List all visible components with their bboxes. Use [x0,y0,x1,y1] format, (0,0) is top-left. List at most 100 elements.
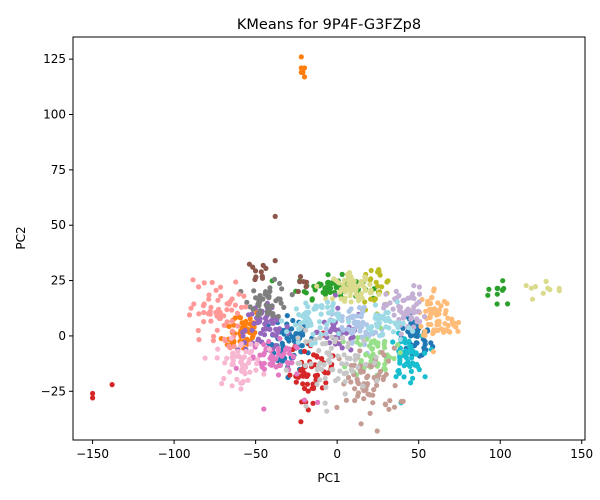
data-point [342,379,348,385]
data-point [393,288,399,294]
x-tick-label: −150 [76,447,109,461]
data-point [303,300,309,306]
data-point [298,69,304,75]
data-point [310,331,316,337]
data-point [250,264,256,270]
data-point [313,303,319,309]
data-point [422,332,428,339]
data-point [329,367,335,373]
data-point [357,328,363,334]
data-point [200,303,206,309]
data-point [300,279,307,285]
data-point [556,285,562,292]
data-point [431,327,437,333]
data-point [343,330,349,336]
data-point [383,318,389,324]
data-point [390,329,396,335]
data-point [395,342,401,348]
y-axis-label: PC2 [14,226,28,249]
data-point [217,284,224,290]
data-point [305,388,311,394]
data-point [343,397,349,403]
data-point [210,338,216,344]
data-point [276,326,283,332]
data-point [304,381,310,387]
data-point [269,342,275,348]
data-point [270,331,276,337]
data-point [329,303,335,309]
data-point [205,311,211,317]
data-point [386,406,392,412]
data-point [221,375,227,382]
data-point [201,280,207,286]
data-point [272,213,278,219]
data-point [190,277,196,283]
data-point [545,285,551,291]
data-point [401,363,407,369]
data-point [345,374,352,381]
data-point [354,313,360,319]
data-point [391,355,397,362]
data-point [317,377,323,383]
data-point [226,343,232,349]
data-point [339,361,345,367]
data-point [444,300,450,307]
data-point [355,381,362,387]
data-point [241,293,247,299]
data-point [278,300,284,306]
data-point [376,291,382,297]
x-tick-label: 150 [570,447,593,461]
data-point [284,335,290,341]
data-point [352,386,358,392]
data-point [267,326,273,332]
x-tick-label: −100 [158,447,191,461]
data-point [369,324,375,330]
data-point [303,327,309,333]
data-point [428,311,434,317]
data-point [324,288,330,294]
data-point [344,355,350,361]
data-point [295,339,301,345]
data-point [348,335,354,341]
data-point [314,381,320,387]
data-point [342,277,348,283]
data-point [243,304,249,310]
data-point [311,385,317,391]
data-point [400,297,406,304]
data-point [234,310,241,316]
data-point [400,315,406,321]
data-point [455,328,461,334]
data-point [391,345,397,351]
data-point [379,284,385,290]
data-point [434,319,440,325]
data-point [317,360,323,366]
x-axis-label: PC1 [317,471,340,485]
data-point [297,274,304,280]
data-point [382,345,388,351]
data-point [318,311,324,317]
data-point [486,286,492,292]
data-point [243,318,249,325]
data-point [109,382,115,388]
data-point [303,284,309,290]
data-point [355,335,361,341]
data-point [324,350,330,356]
data-point [308,341,314,348]
data-point [385,278,391,284]
data-point [382,338,388,345]
data-point [303,339,309,345]
data-point [346,319,352,325]
data-point [381,352,387,358]
data-point [186,312,193,318]
data-point [264,308,270,315]
data-point [238,386,244,392]
data-point [208,304,214,310]
data-point [201,319,207,325]
data-point [270,320,276,326]
data-point [371,360,378,366]
data-point [342,391,348,397]
data-point [372,296,378,302]
data-point [424,301,430,307]
data-point [349,339,355,345]
data-point [407,295,413,301]
